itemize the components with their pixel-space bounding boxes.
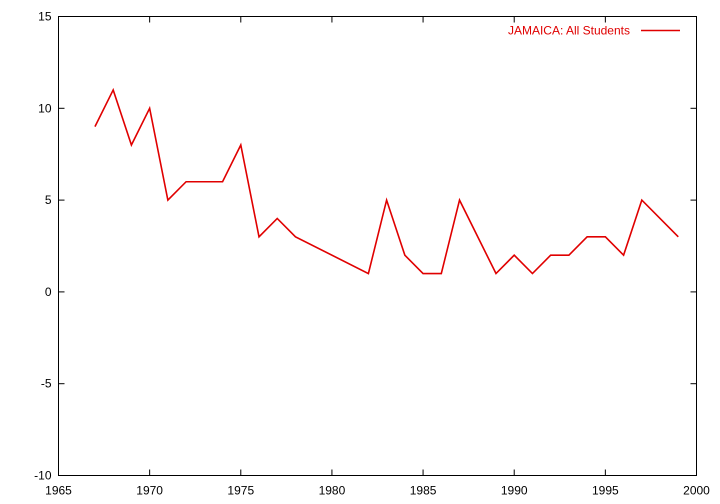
y-tick-label: -5 — [41, 377, 52, 391]
plot-frame — [58, 16, 697, 476]
x-tick-label: 1990 — [501, 484, 528, 498]
x-tick-label: 1980 — [319, 484, 346, 498]
x-tick-label: 2000 — [683, 484, 710, 498]
y-tick-label: -10 — [34, 469, 52, 483]
x-tick-label: 1970 — [136, 484, 163, 498]
x-tick-label: 1985 — [410, 484, 437, 498]
x-tick-label: 1965 — [45, 484, 72, 498]
legend-label: JAMAICA: All Students — [508, 24, 630, 38]
tick-labels-layer: 1965 1970 1975 1980 1985 1990 1995 2000 -10 -5 0 5 1… — [34, 10, 710, 498]
ticks-layer — [58, 16, 697, 476]
y-tick-label: 15 — [38, 10, 52, 24]
x-tick-label: 1975 — [227, 484, 254, 498]
y-tick-label: 5 — [45, 193, 52, 207]
series-layer — [94, 87, 679, 275]
y-tick-label: 10 — [38, 101, 52, 115]
y-tick-label: 0 — [45, 285, 52, 299]
series-line — [94, 87, 679, 275]
legend: JAMAICA: All Students — [508, 24, 680, 38]
x-tick-label: 1995 — [592, 484, 619, 498]
